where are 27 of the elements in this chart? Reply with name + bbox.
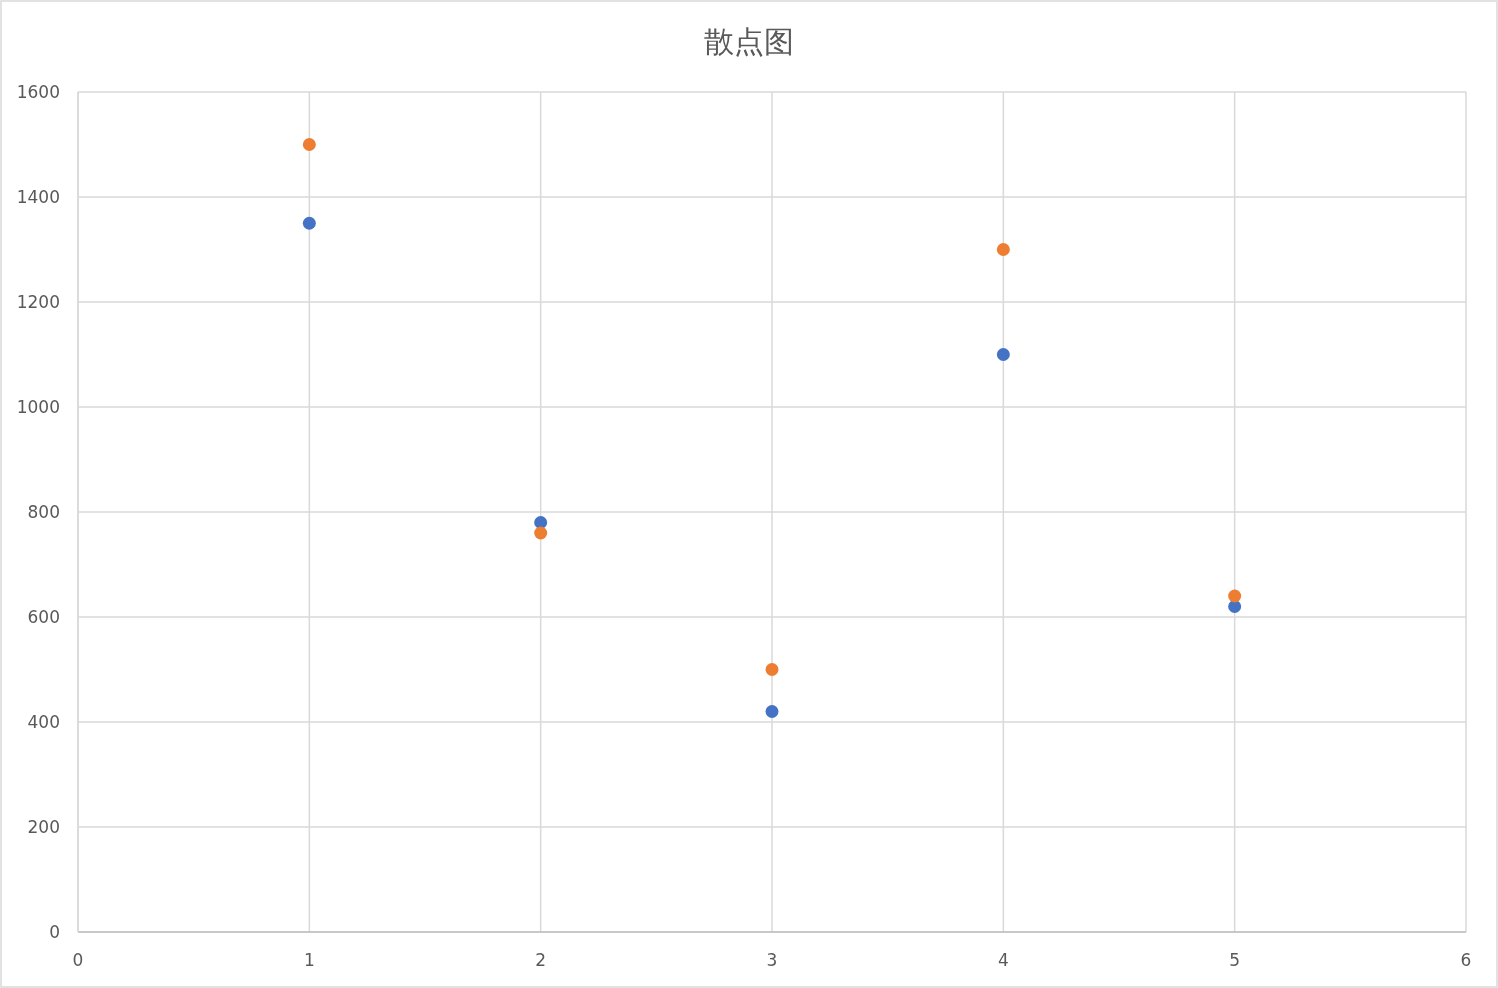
y-tick-label: 0 (49, 922, 60, 942)
chart-title: 散点图 (704, 24, 794, 59)
y-tick-label: 800 (27, 502, 60, 522)
x-tick-label: 5 (1229, 950, 1241, 970)
y-tick-label: 1200 (16, 292, 60, 312)
x-tick-label: 4 (997, 950, 1009, 970)
point (765, 663, 779, 676)
y-tick-label: 1400 (16, 187, 60, 207)
point (765, 705, 779, 718)
y-tick-label: 200 (27, 817, 60, 837)
point (1228, 589, 1242, 603)
y-tick-label: 1600 (16, 82, 60, 102)
point (996, 348, 1010, 361)
y-tick-label: 1000 (16, 397, 60, 417)
point (302, 216, 316, 230)
point (302, 138, 316, 151)
x-tick-label: 2 (535, 950, 547, 970)
y-tick-label: 600 (27, 607, 60, 627)
point (534, 516, 548, 529)
point (534, 526, 548, 540)
x-tick-label: 0 (72, 950, 84, 970)
x-tick-label: 1 (303, 950, 315, 970)
x-tick-label: 3 (766, 950, 778, 970)
point (1228, 600, 1242, 613)
x-tick-label: 6 (1460, 950, 1472, 970)
point (996, 243, 1010, 256)
y-tick-label: 400 (27, 712, 60, 732)
